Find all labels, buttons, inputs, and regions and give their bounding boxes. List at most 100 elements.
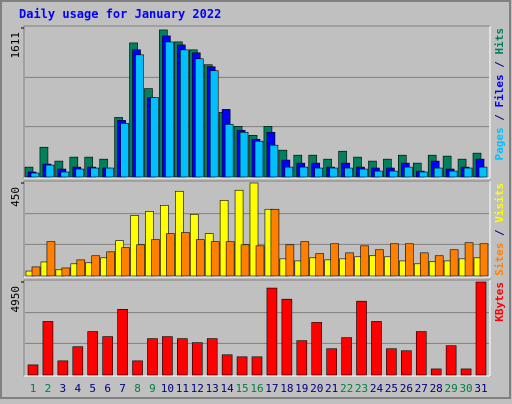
legend-entry: Visits bbox=[493, 183, 506, 223]
legend-entry: Pages bbox=[493, 127, 506, 160]
bar bbox=[209, 70, 219, 178]
bar bbox=[326, 348, 337, 376]
x-tick-label: 10 bbox=[161, 382, 174, 395]
bar bbox=[194, 58, 204, 178]
x-tick-label: 2 bbox=[45, 382, 52, 395]
bar bbox=[117, 308, 128, 376]
bar bbox=[448, 170, 458, 178]
bar bbox=[330, 243, 339, 277]
bar bbox=[460, 368, 472, 376]
bar bbox=[31, 266, 41, 277]
legend: KBytes bbox=[493, 282, 506, 322]
bar bbox=[475, 281, 487, 376]
bar bbox=[135, 54, 144, 178]
bar bbox=[224, 124, 234, 178]
x-tick-label: 29 bbox=[445, 382, 458, 395]
x-tick-label: 1 bbox=[30, 382, 37, 395]
bar bbox=[150, 97, 159, 178]
x-tick-label: 24 bbox=[370, 382, 384, 395]
legend-separator: / bbox=[493, 55, 506, 75]
bar bbox=[270, 208, 280, 277]
bar bbox=[206, 338, 218, 376]
bar bbox=[121, 247, 130, 277]
bar bbox=[478, 166, 488, 178]
bar bbox=[210, 241, 220, 277]
bar bbox=[479, 243, 489, 277]
bar bbox=[386, 348, 397, 376]
y-tick-label: 450 bbox=[9, 187, 22, 207]
x-tick-label: 9 bbox=[149, 382, 156, 395]
legend: Pages / Files / Hits bbox=[493, 28, 506, 161]
bar bbox=[236, 356, 248, 376]
bar bbox=[162, 336, 173, 376]
bar bbox=[106, 251, 115, 277]
y-tick-label: 1611 bbox=[9, 32, 22, 59]
bar bbox=[181, 232, 190, 277]
bar bbox=[151, 239, 160, 277]
bar bbox=[105, 167, 114, 178]
bar bbox=[266, 287, 278, 376]
x-tick-label: 12 bbox=[191, 382, 204, 395]
bar bbox=[72, 346, 84, 376]
bar bbox=[329, 167, 338, 178]
bar bbox=[463, 167, 473, 178]
bar bbox=[415, 331, 427, 376]
bar bbox=[315, 253, 325, 277]
bar bbox=[42, 321, 54, 376]
bar bbox=[445, 345, 457, 376]
bar bbox=[344, 167, 353, 178]
bar bbox=[147, 338, 158, 376]
legend-entry: KBytes bbox=[493, 282, 506, 322]
bar bbox=[419, 252, 429, 277]
bar bbox=[136, 244, 145, 277]
x-tick-label: 13 bbox=[206, 382, 219, 395]
x-tick-label: 14 bbox=[221, 382, 235, 395]
bar bbox=[90, 167, 100, 178]
bar bbox=[401, 350, 412, 376]
legend: Sites / Visits bbox=[493, 183, 506, 276]
x-tick-label: 20 bbox=[310, 382, 323, 395]
bar bbox=[269, 144, 279, 178]
x-tick-label: 19 bbox=[295, 382, 308, 395]
bar bbox=[371, 321, 382, 376]
bar bbox=[296, 340, 308, 376]
bar bbox=[166, 233, 175, 277]
bar bbox=[341, 337, 352, 376]
x-tick-label: 3 bbox=[60, 382, 67, 395]
bar bbox=[389, 170, 398, 178]
bar bbox=[177, 338, 188, 376]
x-tick-label: 6 bbox=[104, 382, 111, 395]
bar bbox=[254, 140, 264, 178]
bar bbox=[284, 166, 294, 178]
x-tick-label: 27 bbox=[415, 382, 428, 395]
bar bbox=[356, 300, 367, 376]
bar bbox=[299, 166, 309, 178]
bar bbox=[464, 242, 474, 277]
x-tick-label: 30 bbox=[459, 382, 472, 395]
bar bbox=[102, 336, 113, 376]
bar bbox=[240, 244, 250, 277]
bar bbox=[405, 243, 414, 277]
bar bbox=[360, 245, 369, 277]
x-tick-label: 31 bbox=[474, 382, 487, 395]
bar bbox=[225, 241, 235, 277]
x-tick-label: 4 bbox=[74, 382, 81, 395]
bar bbox=[46, 241, 56, 277]
legend-entry: Sites bbox=[493, 243, 506, 276]
bar bbox=[449, 249, 459, 277]
bar bbox=[76, 259, 86, 277]
x-tick-label: 5 bbox=[89, 382, 96, 395]
legend-separator: / bbox=[493, 108, 506, 128]
bar bbox=[75, 168, 85, 178]
bar bbox=[132, 360, 143, 376]
x-tick-label: 11 bbox=[176, 382, 189, 395]
bar bbox=[27, 364, 39, 376]
bar bbox=[219, 200, 229, 277]
bar bbox=[165, 41, 174, 178]
bar bbox=[251, 356, 263, 376]
x-tick-label: 8 bbox=[134, 382, 141, 395]
x-tick-label: 25 bbox=[385, 382, 398, 395]
legend-entry: Hits bbox=[493, 28, 506, 55]
